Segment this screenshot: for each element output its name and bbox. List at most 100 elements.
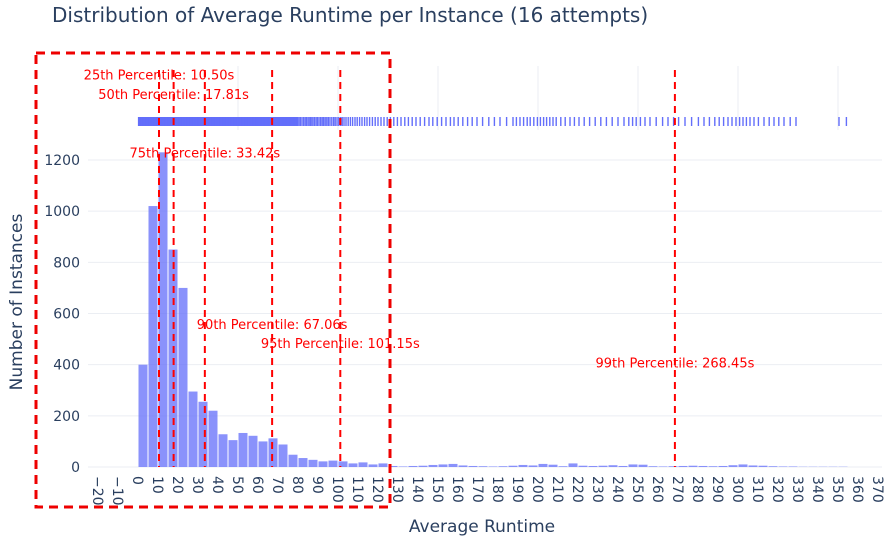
histogram-bar [408,465,418,467]
histogram-bar [208,410,218,467]
x-tick-label: 190 [509,476,525,503]
y-axis-ticks: 0 200 400 600 800 1000 1200 [44,153,80,476]
x-tick-label: 260 [649,476,665,503]
x-tick-label: 50 [229,476,245,494]
histogram-bar [528,465,538,467]
histogram-bar [548,464,558,467]
y-axis-title: Number of Instances [7,214,27,391]
histogram-bar [218,434,228,467]
histogram-bar [748,465,758,467]
histogram-bar [428,464,438,467]
x-tick-label: 70 [269,476,285,494]
histogram-bar [658,466,668,467]
x-tick-label: 200 [529,476,545,503]
histogram-bar [438,464,448,467]
histogram-bar [398,466,408,467]
x-tick-label: 270 [669,476,685,503]
x-tick-label: 170 [469,476,485,503]
x-tick-label: 0 [129,476,145,485]
y-tick-label: 800 [53,255,80,271]
x-tick-label: 350 [829,476,845,503]
x-tick-label: 160 [449,476,465,503]
chart-title: Distribution of Average Runtime per Inst… [52,3,648,27]
x-tick-label: 310 [749,476,765,503]
x-tick-label: 220 [569,476,585,503]
histogram-bar [488,466,498,467]
histogram-bars [138,152,848,468]
histogram-bar [348,463,358,467]
x-tick-label: 140 [409,476,425,503]
histogram-bar [198,401,208,467]
x-tick-label: 130 [389,476,405,503]
x-axis-title: Average Runtime [409,517,555,537]
highlight-dashed-box [34,51,392,509]
histogram-bar [608,465,618,467]
x-tick-label: 180 [489,476,505,503]
x-tick-label: 330 [789,476,805,503]
x-tick-label: 250 [629,476,645,503]
histogram-bar [358,462,368,467]
histogram-bar [188,391,198,467]
percentile-label: 99th Percentile: 268.45s [595,356,754,371]
histogram-bar [778,466,788,467]
histogram-bar [768,466,778,467]
x-tick-label: 10 [149,476,165,494]
histogram-bar [138,364,148,467]
histogram-bar [328,460,338,467]
x-axis-ticks: −20 −10 0 10 20 30 40 50 60 70 80 90 100 110 120 130 140… [89,476,885,506]
x-tick-label: 340 [809,476,825,503]
histogram-bar [738,464,748,467]
x-tick-label: 60 [249,476,265,494]
percentile-label: 90th Percentile: 67.06s [197,318,348,333]
histogram-bar [628,464,638,467]
x-tick-label: 30 [189,476,205,494]
rug-gridlines [237,66,839,130]
histogram-bar [578,465,588,467]
percentile-label: 50th Percentile: 17.81s [98,88,249,103]
x-tick-label: 230 [589,476,605,503]
histogram-bar [678,465,688,467]
histogram-bar [278,444,288,467]
x-tick-label: 370 [869,476,885,503]
histogram-bar [478,466,488,467]
x-tick-label: 360 [849,476,865,503]
histogram-bar [558,466,568,467]
histogram-bar [718,465,728,467]
histogram-bar [148,206,158,468]
x-tick-label: 320 [769,476,785,503]
percentile-label: 95th Percentile: 101.15s [261,337,420,352]
histogram-bar [568,463,578,467]
histogram-bar [468,465,478,467]
x-tick-label: 300 [729,476,745,503]
x-tick-label: 80 [289,476,305,494]
x-tick-label: −10 [109,476,125,506]
histogram-bar [308,459,318,467]
x-tick-label: 150 [429,476,445,503]
histogram-bar [588,465,598,467]
histogram-bar [178,287,188,467]
x-tick-label: 290 [709,476,725,503]
x-tick-label: 120 [369,476,385,503]
histogram-bar [228,440,238,467]
histogram-bar [788,466,798,467]
histogram-bar [538,463,548,467]
x-tick-label: 20 [169,476,185,494]
histogram-bar [518,464,528,467]
histogram-bar [448,463,458,467]
histogram-bar [698,465,708,467]
y-tick-label: 1000 [44,204,80,220]
histogram-bar [598,465,608,467]
y-tick-label: 600 [53,307,80,323]
histogram-bar [298,458,308,467]
histogram-bar [248,435,258,467]
percentile-labels: 25th Percentile: 10.50s 50th Percentile: … [84,69,755,372]
histogram-bar [618,465,628,467]
percentile-label: 25th Percentile: 10.50s [84,69,235,84]
x-tick-label: 110 [349,476,365,503]
percentile-lines [158,70,676,467]
histogram-bar [378,463,388,467]
histogram-bar [288,454,298,467]
x-tick-label: 240 [609,476,625,503]
histogram-bar [318,461,328,467]
